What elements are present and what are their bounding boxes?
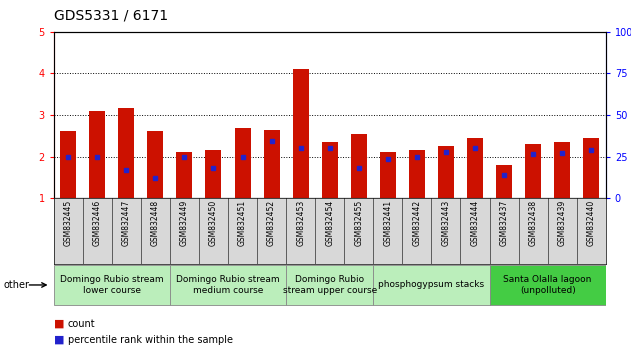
Bar <box>148 131 163 198</box>
FancyBboxPatch shape <box>170 264 286 306</box>
Text: GSM832437: GSM832437 <box>500 200 509 246</box>
Bar <box>89 111 105 198</box>
Bar <box>293 69 309 198</box>
Text: ■: ■ <box>54 335 64 345</box>
Bar <box>467 138 483 198</box>
Bar <box>118 108 134 198</box>
Text: GSM832451: GSM832451 <box>238 200 247 246</box>
Text: ■: ■ <box>54 319 64 329</box>
Text: phosphogypsum stacks: phosphogypsum stacks <box>379 280 485 290</box>
Text: GSM832449: GSM832449 <box>180 200 189 246</box>
Text: Domingo Rubio stream
medium course: Domingo Rubio stream medium course <box>176 275 280 295</box>
Bar <box>525 144 541 198</box>
Text: GSM832442: GSM832442 <box>413 200 422 246</box>
Bar <box>322 142 338 198</box>
Text: GSM832452: GSM832452 <box>267 200 276 246</box>
Text: GSM832455: GSM832455 <box>354 200 363 246</box>
Bar <box>496 165 512 198</box>
Bar <box>380 153 396 198</box>
Bar <box>60 131 76 198</box>
Bar <box>583 138 599 198</box>
Bar <box>264 130 280 198</box>
Bar <box>351 134 367 198</box>
Text: GSM832454: GSM832454 <box>325 200 334 246</box>
Text: GDS5331 / 6171: GDS5331 / 6171 <box>54 9 168 23</box>
FancyBboxPatch shape <box>490 264 606 306</box>
FancyBboxPatch shape <box>286 264 374 306</box>
Text: GSM832450: GSM832450 <box>209 200 218 246</box>
Text: other: other <box>3 280 29 290</box>
Bar <box>554 142 570 198</box>
Text: GSM832445: GSM832445 <box>64 200 73 246</box>
Text: Domingo Rubio
stream upper course: Domingo Rubio stream upper course <box>283 275 377 295</box>
Text: GSM832453: GSM832453 <box>296 200 305 246</box>
Bar <box>235 127 251 198</box>
Text: GSM832448: GSM832448 <box>151 200 160 246</box>
Text: GSM832447: GSM832447 <box>122 200 131 246</box>
Text: percentile rank within the sample: percentile rank within the sample <box>68 335 232 345</box>
Text: GSM832444: GSM832444 <box>471 200 480 246</box>
Text: GSM832441: GSM832441 <box>383 200 392 246</box>
Text: GSM832438: GSM832438 <box>529 200 538 246</box>
Bar <box>409 150 425 198</box>
Text: count: count <box>68 319 95 329</box>
Bar <box>206 150 221 198</box>
FancyBboxPatch shape <box>374 264 490 306</box>
Text: GSM832440: GSM832440 <box>587 200 596 246</box>
Text: Domingo Rubio stream
lower course: Domingo Rubio stream lower course <box>60 275 163 295</box>
Text: GSM832446: GSM832446 <box>93 200 102 246</box>
Text: GSM832443: GSM832443 <box>442 200 451 246</box>
FancyBboxPatch shape <box>54 264 170 306</box>
Bar <box>177 153 192 198</box>
Text: Santa Olalla lagoon
(unpolluted): Santa Olalla lagoon (unpolluted) <box>504 275 592 295</box>
Text: GSM832439: GSM832439 <box>558 200 567 246</box>
Bar <box>438 146 454 198</box>
